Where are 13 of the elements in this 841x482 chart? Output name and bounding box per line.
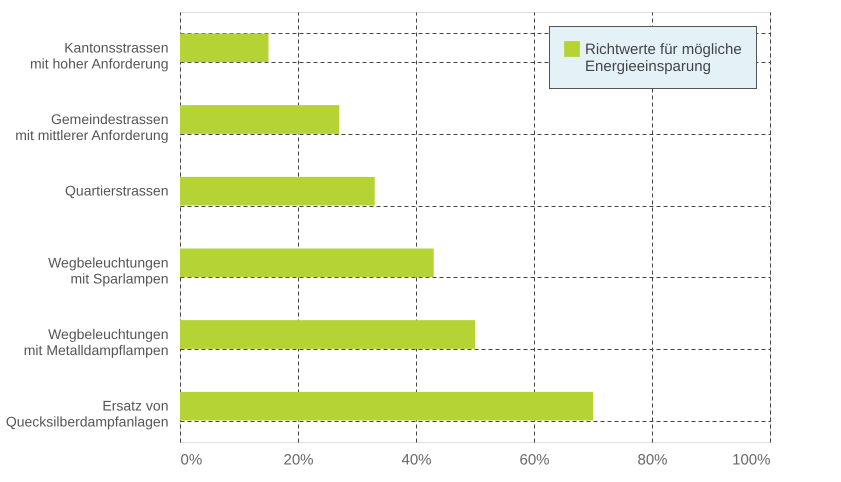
y-tick-label: Gemeindestrassen mit mittlerer Anforderung	[15, 111, 168, 143]
x-tick-label: 60%	[519, 452, 550, 468]
x-tick-label: 20%	[283, 452, 314, 468]
x-tick-label: 80%	[637, 452, 668, 468]
x-tick-label: 0%	[180, 452, 202, 468]
x-tick-label: 100%	[732, 452, 770, 468]
y-tick-label: Kantonsstrassen mit hoher Anforderung	[30, 39, 168, 72]
x-tick-label: 40%	[401, 452, 432, 468]
y-tick-label: Wegbeleuchtungen mit Sparlampen	[48, 254, 168, 286]
y-tick-label: Wegbeleuchtungen mit Metalldampflampen	[24, 326, 168, 358]
y-tick-label: Quartierstrassen	[65, 182, 168, 199]
legend-label: Richtwerte für mögliche Energieeinsparung	[585, 41, 742, 75]
y-tick-label: Ersatz von Quecksilberdampfanlagen	[6, 398, 168, 430]
